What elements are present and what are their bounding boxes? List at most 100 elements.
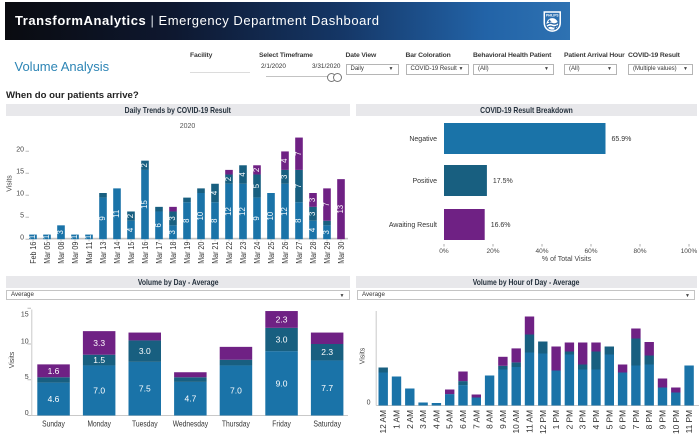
svg-text:3: 3 bbox=[56, 230, 65, 234]
svg-text:15: 15 bbox=[16, 169, 24, 176]
svg-text:2.3: 2.3 bbox=[321, 347, 333, 357]
svg-text:Wednesday: Wednesday bbox=[173, 419, 209, 429]
svg-text:7.5: 7.5 bbox=[139, 384, 151, 394]
svg-text:Mar 08: Mar 08 bbox=[56, 241, 66, 263]
svg-text:Mar 18: Mar 18 bbox=[168, 241, 178, 263]
svg-text:2 PM: 2 PM bbox=[564, 410, 574, 429]
svg-text:7 PM: 7 PM bbox=[631, 410, 641, 429]
svg-text:10: 10 bbox=[21, 339, 29, 346]
svg-text:Mar 09: Mar 09 bbox=[70, 241, 80, 263]
svg-text:8 AM: 8 AM bbox=[485, 410, 495, 429]
svg-text:2: 2 bbox=[252, 168, 261, 172]
svg-text:7.0: 7.0 bbox=[93, 386, 105, 396]
svg-text:Mar 24: Mar 24 bbox=[252, 241, 262, 263]
svg-text:7 AM: 7 AM bbox=[471, 410, 481, 429]
svg-text:Visits: Visits bbox=[9, 351, 16, 368]
svg-text:Mar 22: Mar 22 bbox=[224, 241, 234, 263]
svg-text:Mar 27: Mar 27 bbox=[294, 241, 304, 263]
svg-text:7.7: 7.7 bbox=[321, 383, 333, 393]
svg-text:Friday: Friday bbox=[272, 419, 291, 429]
svg-text:9: 9 bbox=[252, 216, 261, 220]
svg-text:12: 12 bbox=[238, 207, 247, 216]
svg-text:20%: 20% bbox=[486, 248, 499, 255]
svg-text:2: 2 bbox=[126, 214, 135, 218]
svg-text:11 AM: 11 AM bbox=[525, 410, 535, 433]
svg-text:5: 5 bbox=[25, 374, 29, 381]
svg-text:Sunday: Sunday bbox=[42, 419, 65, 429]
svg-text:Thursday: Thursday bbox=[222, 419, 251, 429]
svg-text:7.0: 7.0 bbox=[230, 386, 242, 396]
svg-text:Mar 15: Mar 15 bbox=[126, 241, 136, 263]
svg-text:4.6: 4.6 bbox=[48, 394, 60, 404]
svg-text:Mar 28: Mar 28 bbox=[308, 241, 318, 263]
svg-text:9 PM: 9 PM bbox=[658, 410, 668, 429]
svg-text:12: 12 bbox=[224, 207, 233, 216]
svg-text:3.0: 3.0 bbox=[139, 346, 151, 356]
svg-text:6 PM: 6 PM bbox=[618, 410, 628, 429]
svg-text:100%: 100% bbox=[681, 248, 698, 255]
svg-text:3.0: 3.0 bbox=[276, 335, 288, 345]
svg-text:Visits: Visits bbox=[360, 347, 367, 364]
svg-text:1 AM: 1 AM bbox=[392, 410, 402, 429]
svg-text:7: 7 bbox=[294, 152, 303, 156]
svg-text:5: 5 bbox=[252, 183, 261, 188]
svg-text:8: 8 bbox=[294, 219, 303, 223]
svg-text:Tuesday: Tuesday bbox=[132, 419, 158, 429]
svg-text:9: 9 bbox=[98, 216, 107, 220]
svg-text:Feb 16: Feb 16 bbox=[28, 241, 38, 263]
svg-text:16.6%: 16.6% bbox=[491, 222, 511, 229]
svg-text:12 PM: 12 PM bbox=[538, 410, 548, 434]
svg-text:10 AM: 10 AM bbox=[511, 410, 521, 434]
svg-text:7: 7 bbox=[294, 184, 303, 188]
svg-text:6: 6 bbox=[154, 223, 163, 227]
svg-text:Mar 25: Mar 25 bbox=[266, 241, 276, 263]
svg-text:4: 4 bbox=[238, 172, 247, 177]
svg-text:0: 0 bbox=[367, 400, 371, 407]
svg-text:Monday: Monday bbox=[87, 419, 111, 429]
svg-text:4 PM: 4 PM bbox=[591, 410, 601, 429]
svg-text:10: 10 bbox=[266, 211, 275, 220]
svg-text:9 AM: 9 AM bbox=[498, 410, 508, 429]
svg-text:8: 8 bbox=[210, 219, 219, 223]
svg-text:1.5: 1.5 bbox=[93, 355, 105, 365]
svg-text:3 PM: 3 PM bbox=[578, 410, 588, 429]
svg-text:4: 4 bbox=[126, 227, 135, 232]
svg-text:0: 0 bbox=[20, 235, 24, 242]
svg-text:4 AM: 4 AM bbox=[431, 410, 441, 429]
svg-text:Mar 05: Mar 05 bbox=[42, 241, 52, 263]
svg-text:3.3: 3.3 bbox=[93, 338, 105, 348]
svg-text:1.6: 1.6 bbox=[48, 366, 60, 376]
svg-text:2.3: 2.3 bbox=[276, 314, 288, 324]
svg-text:17.5%: 17.5% bbox=[493, 178, 513, 185]
svg-text:2: 2 bbox=[140, 163, 149, 167]
svg-text:3 AM: 3 AM bbox=[418, 410, 428, 429]
svg-text:Mar 26: Mar 26 bbox=[280, 241, 290, 263]
svg-text:7: 7 bbox=[322, 202, 331, 206]
svg-text:2020: 2020 bbox=[180, 123, 196, 130]
svg-text:12: 12 bbox=[280, 207, 289, 216]
svg-text:Negative: Negative bbox=[409, 136, 437, 143]
svg-text:8 PM: 8 PM bbox=[644, 410, 654, 429]
svg-text:4: 4 bbox=[210, 190, 219, 195]
svg-text:Mar 17: Mar 17 bbox=[154, 241, 164, 263]
svg-text:10 PM: 10 PM bbox=[671, 410, 681, 434]
svg-text:3: 3 bbox=[168, 216, 177, 220]
svg-text:0: 0 bbox=[25, 410, 29, 417]
svg-text:1: 1 bbox=[84, 235, 93, 239]
svg-text:Mar 14: Mar 14 bbox=[112, 241, 122, 263]
svg-text:1: 1 bbox=[70, 235, 79, 239]
svg-text:5 PM: 5 PM bbox=[604, 410, 614, 429]
svg-text:10: 10 bbox=[196, 211, 205, 220]
svg-text:Mar 30: Mar 30 bbox=[336, 241, 346, 263]
svg-text:PHILIPS: PHILIPS bbox=[546, 14, 559, 18]
svg-text:8: 8 bbox=[182, 219, 191, 223]
svg-text:3: 3 bbox=[308, 198, 317, 202]
svg-text:40%: 40% bbox=[535, 248, 548, 255]
svg-text:5: 5 bbox=[20, 213, 24, 220]
svg-text:Mar 21: Mar 21 bbox=[210, 241, 220, 263]
svg-text:5 AM: 5 AM bbox=[445, 410, 455, 429]
svg-text:1 PM: 1 PM bbox=[551, 410, 561, 429]
svg-text:12 AM: 12 AM bbox=[378, 410, 388, 434]
svg-text:60%: 60% bbox=[584, 248, 597, 255]
svg-text:4.7: 4.7 bbox=[184, 394, 196, 404]
